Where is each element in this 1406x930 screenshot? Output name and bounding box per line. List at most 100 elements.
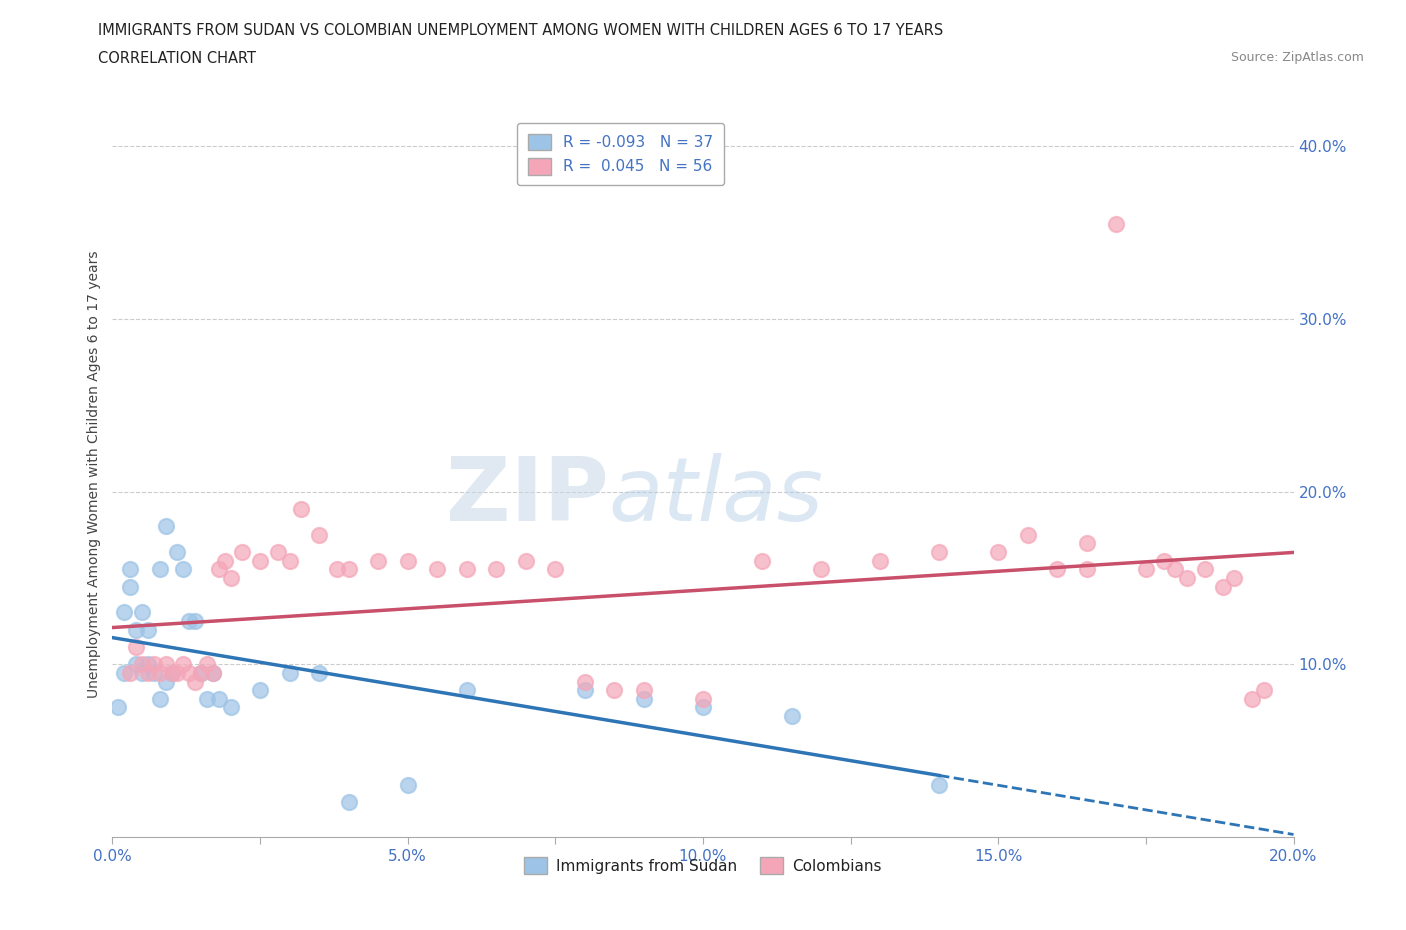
Point bbox=[195, 657, 218, 671]
Point bbox=[120, 562, 142, 577]
Point bbox=[195, 691, 218, 706]
Point bbox=[485, 562, 508, 577]
Point bbox=[149, 666, 172, 681]
Point bbox=[1194, 562, 1216, 577]
Text: atlas: atlas bbox=[609, 453, 824, 539]
Point bbox=[155, 657, 177, 671]
Text: Source: ZipAtlas.com: Source: ZipAtlas.com bbox=[1230, 51, 1364, 64]
Point bbox=[456, 683, 478, 698]
Point bbox=[1212, 579, 1234, 594]
Point bbox=[155, 519, 177, 534]
Point bbox=[928, 777, 950, 792]
Point bbox=[179, 666, 201, 681]
Point bbox=[1105, 217, 1128, 232]
Point bbox=[201, 666, 224, 681]
Point bbox=[208, 691, 231, 706]
Point bbox=[149, 691, 172, 706]
Point bbox=[131, 657, 153, 671]
Point bbox=[396, 777, 419, 792]
Point bbox=[1241, 691, 1264, 706]
Text: CORRELATION CHART: CORRELATION CHART bbox=[98, 51, 256, 66]
Point bbox=[308, 527, 330, 542]
Point bbox=[136, 666, 159, 681]
Point bbox=[1153, 553, 1175, 568]
Point bbox=[107, 700, 129, 715]
Point bbox=[1076, 562, 1098, 577]
Point bbox=[1253, 683, 1275, 698]
Point bbox=[160, 666, 183, 681]
Point bbox=[290, 501, 312, 516]
Point bbox=[574, 674, 596, 689]
Point bbox=[751, 553, 773, 568]
Y-axis label: Unemployment Among Women with Children Ages 6 to 17 years: Unemployment Among Women with Children A… bbox=[87, 250, 101, 698]
Point bbox=[1135, 562, 1157, 577]
Point bbox=[155, 674, 177, 689]
Point bbox=[184, 674, 207, 689]
Point bbox=[125, 657, 148, 671]
Point bbox=[396, 553, 419, 568]
Point bbox=[928, 545, 950, 560]
Point bbox=[166, 666, 188, 681]
Legend: Immigrants from Sudan, Colombians: Immigrants from Sudan, Colombians bbox=[517, 851, 889, 880]
Point bbox=[987, 545, 1010, 560]
Point bbox=[120, 579, 142, 594]
Point bbox=[142, 657, 165, 671]
Point bbox=[120, 666, 142, 681]
Point bbox=[214, 553, 236, 568]
Point bbox=[692, 700, 714, 715]
Point bbox=[337, 562, 360, 577]
Point bbox=[112, 666, 135, 681]
Point bbox=[1017, 527, 1039, 542]
Point bbox=[869, 553, 891, 568]
Point bbox=[201, 666, 224, 681]
Point bbox=[278, 666, 301, 681]
Text: ZIP: ZIP bbox=[446, 453, 609, 539]
Point bbox=[249, 683, 271, 698]
Point bbox=[267, 545, 290, 560]
Point bbox=[142, 666, 165, 681]
Point bbox=[337, 795, 360, 810]
Point bbox=[456, 562, 478, 577]
Point bbox=[633, 683, 655, 698]
Point bbox=[219, 570, 242, 585]
Point bbox=[367, 553, 389, 568]
Point bbox=[125, 640, 148, 655]
Point bbox=[172, 657, 194, 671]
Point bbox=[231, 545, 253, 560]
Point bbox=[1164, 562, 1187, 577]
Point bbox=[515, 553, 537, 568]
Point bbox=[131, 666, 153, 681]
Point bbox=[810, 562, 832, 577]
Point bbox=[179, 614, 201, 629]
Point bbox=[249, 553, 271, 568]
Point bbox=[136, 657, 159, 671]
Point bbox=[172, 562, 194, 577]
Point bbox=[544, 562, 567, 577]
Point bbox=[112, 605, 135, 620]
Point bbox=[603, 683, 626, 698]
Point bbox=[1175, 570, 1198, 585]
Point bbox=[326, 562, 349, 577]
Point bbox=[633, 691, 655, 706]
Point bbox=[308, 666, 330, 681]
Point bbox=[1076, 536, 1098, 551]
Point bbox=[184, 614, 207, 629]
Point bbox=[219, 700, 242, 715]
Point bbox=[190, 666, 212, 681]
Point bbox=[149, 562, 172, 577]
Point bbox=[1223, 570, 1246, 585]
Point bbox=[574, 683, 596, 698]
Point bbox=[166, 545, 188, 560]
Point bbox=[160, 666, 183, 681]
Point bbox=[426, 562, 449, 577]
Point bbox=[208, 562, 231, 577]
Point bbox=[278, 553, 301, 568]
Point bbox=[125, 622, 148, 637]
Point bbox=[131, 605, 153, 620]
Text: IMMIGRANTS FROM SUDAN VS COLOMBIAN UNEMPLOYMENT AMONG WOMEN WITH CHILDREN AGES 6: IMMIGRANTS FROM SUDAN VS COLOMBIAN UNEMP… bbox=[98, 23, 943, 38]
Point bbox=[190, 666, 212, 681]
Point bbox=[692, 691, 714, 706]
Point bbox=[1046, 562, 1069, 577]
Point bbox=[780, 709, 803, 724]
Point bbox=[136, 622, 159, 637]
